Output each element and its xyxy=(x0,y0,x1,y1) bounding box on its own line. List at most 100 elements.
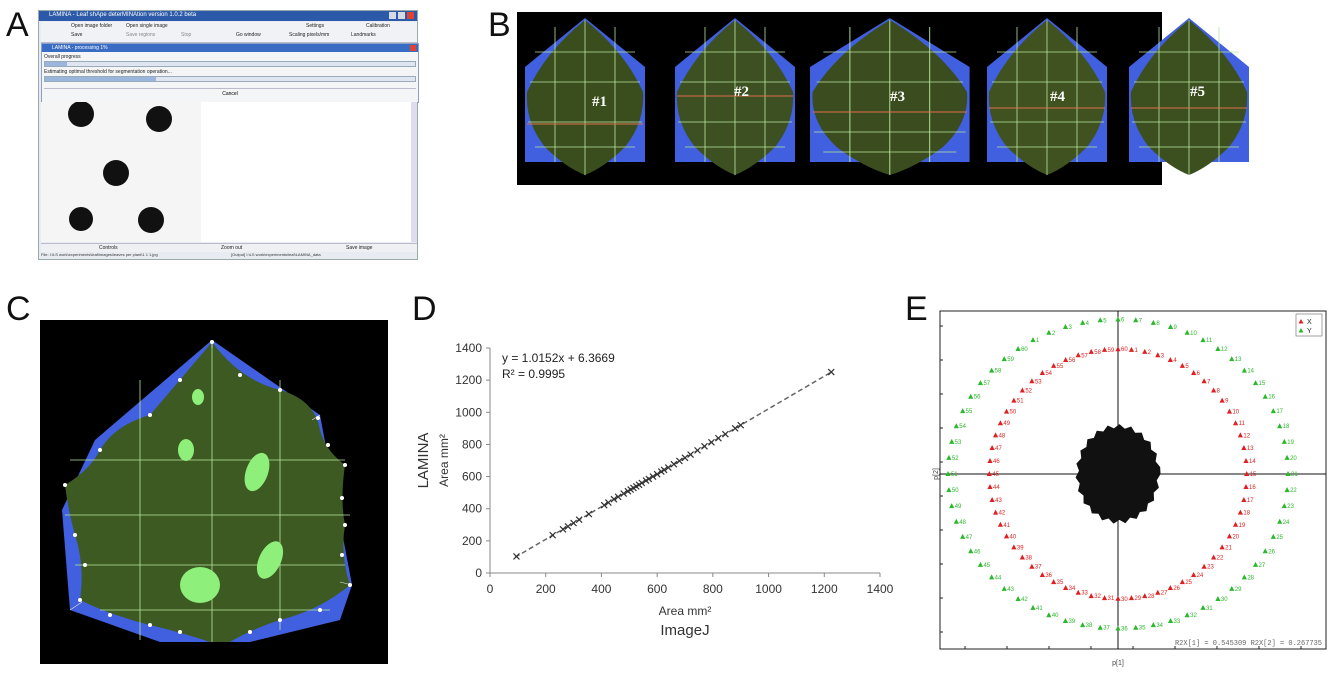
data-point xyxy=(715,434,722,442)
minimize-icon[interactable] xyxy=(389,12,396,19)
triangle-marker xyxy=(953,423,959,429)
loading-point-x: 16 xyxy=(1243,484,1256,491)
dialog-title: LAMINA - processing 1% xyxy=(52,45,108,51)
point-label: 35 xyxy=(1139,626,1146,632)
triangle-marker xyxy=(968,548,974,554)
open-folder-button[interactable]: Open image folder xyxy=(71,23,113,29)
point-label: 33 xyxy=(1174,619,1181,625)
loading-point-y: 40 xyxy=(1046,612,1059,619)
data-point xyxy=(721,430,729,438)
point-stroke xyxy=(676,457,683,465)
trendline xyxy=(514,371,832,558)
triangle-marker xyxy=(1226,408,1233,414)
maximize-icon[interactable] xyxy=(398,12,405,19)
point-label: 30 xyxy=(1221,597,1228,603)
loading-point-x: 44 xyxy=(987,484,1000,491)
triangle-marker xyxy=(1046,612,1052,618)
loading-point-y: 21 xyxy=(1285,471,1298,478)
save-button[interactable]: Save xyxy=(71,32,83,38)
point-label: 16 xyxy=(1249,485,1256,491)
loading-point-x: 31 xyxy=(1101,595,1115,602)
point-label: 50 xyxy=(952,488,959,494)
point-label: 10 xyxy=(1232,410,1239,416)
loading-point-x: 26 xyxy=(1167,585,1181,592)
loading-point-x: 25 xyxy=(1179,579,1193,586)
triangle-marker xyxy=(1184,329,1190,335)
calibration-button[interactable]: Calibration xyxy=(366,23,390,29)
point-label: 13 xyxy=(1247,446,1254,452)
loading-point-y: 35 xyxy=(1133,624,1146,632)
overall-progress-label: Overall progress xyxy=(44,54,81,60)
point-stroke xyxy=(559,525,567,533)
point-label: 28 xyxy=(1148,594,1155,600)
loading-point-x: 49 xyxy=(997,420,1011,427)
triangle-marker xyxy=(1029,563,1035,569)
loading-point-y: 59 xyxy=(1001,356,1015,363)
status-file: File: I:\LS work\experiments\leaf\images… xyxy=(41,252,158,257)
zoom-out-button[interactable]: Zoom out xyxy=(221,245,243,251)
loading-point-x: 1 xyxy=(1128,346,1138,354)
data-point xyxy=(570,519,577,527)
loading-point-y: 48 xyxy=(953,518,967,526)
loading-point-x: 4 xyxy=(1167,356,1177,364)
triangle-marker xyxy=(1167,356,1173,362)
dialog-close-icon[interactable] xyxy=(410,45,416,51)
point-label: 22 xyxy=(1217,556,1224,562)
loading-point-x: 12 xyxy=(1237,432,1251,439)
triangle-marker xyxy=(1252,561,1259,567)
vertical-scrollbar[interactable] xyxy=(411,102,417,242)
point-label: 59 xyxy=(1007,357,1014,363)
triangle-marker xyxy=(1252,380,1259,386)
triangle-marker xyxy=(1270,533,1276,539)
panel-b-leaf-grids: #1 #2 #3 #4 xyxy=(517,12,1249,185)
point-stroke xyxy=(570,519,577,527)
loading-point-y: 18 xyxy=(1277,423,1290,430)
triangle-marker xyxy=(1097,624,1103,630)
x-axis-label: Area mm² xyxy=(659,604,712,618)
triangle-marker xyxy=(1191,370,1197,376)
loading-point-x: 11 xyxy=(1232,420,1245,427)
loading-point-x: 14 xyxy=(1243,457,1256,465)
cancel-button[interactable]: Cancel xyxy=(44,88,416,99)
triangle-marker xyxy=(1243,457,1249,463)
legend-box xyxy=(1295,313,1323,337)
loading-point-x: 56 xyxy=(1063,356,1076,364)
point-label: 54 xyxy=(959,424,966,430)
data-point xyxy=(649,473,657,480)
leaf-2 xyxy=(675,18,795,175)
loading-point-x: 43 xyxy=(989,496,1002,504)
point-label: 21 xyxy=(1291,472,1298,478)
empty-view-area xyxy=(201,102,411,242)
triangle-marker xyxy=(1243,484,1249,490)
close-icon[interactable] xyxy=(407,12,414,19)
chart-d-svg: 0 200 400 600 800 1000 1200 1400 0 200 400 600 800 10… xyxy=(415,341,894,639)
landmarks-checkbox[interactable]: Landmarks xyxy=(351,32,376,38)
open-single-button[interactable]: Open single image xyxy=(126,23,168,29)
bottom-bar: Controls Zoom out Save image xyxy=(41,243,417,252)
loading-point-x: 36 xyxy=(1039,571,1053,579)
settings-button[interactable]: Settings xyxy=(306,23,325,29)
data-point xyxy=(737,421,745,429)
triangle-marker xyxy=(1215,596,1221,602)
point-label: 44 xyxy=(993,485,1000,491)
loading-point-y: 49 xyxy=(949,503,962,510)
point-label: 20 xyxy=(1232,534,1239,540)
loading-point-y: 34 xyxy=(1150,622,1164,629)
panel-letter-b: B xyxy=(488,6,511,44)
loading-point-x: 21 xyxy=(1219,544,1232,551)
x-axis-label: p[1] xyxy=(1112,660,1124,667)
point-label: 56 xyxy=(1069,358,1076,364)
triangle-marker xyxy=(1019,387,1025,393)
point-label: 6 xyxy=(1197,371,1201,377)
save-regions-button[interactable]: Save regions xyxy=(126,32,156,38)
controls-button[interactable]: Controls xyxy=(99,245,118,251)
go-window-button[interactable]: Go window xyxy=(236,32,261,38)
leaf-1 xyxy=(525,18,645,175)
point-label: 40 xyxy=(1052,613,1059,619)
stop-button[interactable]: Stop xyxy=(181,32,192,38)
save-image-button[interactable]: Save image xyxy=(346,245,373,251)
triangle-marker xyxy=(992,509,999,515)
triangle-marker xyxy=(992,432,999,438)
legend-label: X xyxy=(1307,319,1312,326)
triangle-marker xyxy=(1063,356,1069,362)
